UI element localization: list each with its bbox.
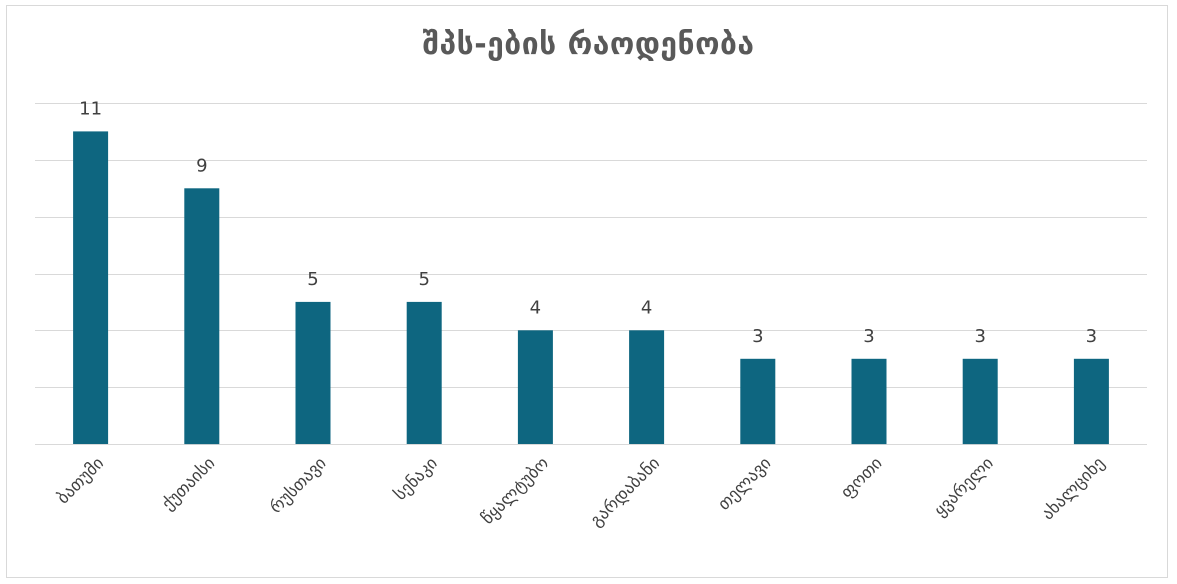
data-label: 3 [974,326,985,347]
data-label: 5 [418,269,429,290]
x-tick-label: რუსთავი [266,453,330,517]
x-tick-label: ფოთი [837,453,886,502]
bar [962,358,998,445]
x-tick-label: ბათუმი [53,453,108,508]
data-label: 3 [863,326,874,347]
bar [73,131,109,444]
data-label: 11 [79,98,102,119]
bar [740,358,776,445]
bar [295,301,331,444]
data-label: 4 [641,297,652,318]
data-label: 4 [530,297,541,318]
chart-title: შპს-ების რაოდენობა [422,27,755,62]
x-tick-label: თელავი [714,453,775,514]
bar [629,330,665,444]
x-tick-label: ყვარელი [930,453,997,520]
bar [851,358,887,445]
x-tick-label: გარდაბანი [587,453,665,531]
data-label: 9 [196,155,207,176]
x-tick-label: ახალციხე [1038,453,1109,524]
x-tick-label: წყალტუბო [478,453,553,528]
bar [184,188,220,445]
bar [517,330,553,444]
bar [1073,358,1109,445]
x-tick-label: სენაკი [390,453,441,504]
data-label: 3 [752,326,763,347]
bar [406,301,442,444]
data-label: 3 [1086,326,1097,347]
data-label: 5 [307,269,318,290]
x-tick-label: ქუთაისი [158,453,219,514]
